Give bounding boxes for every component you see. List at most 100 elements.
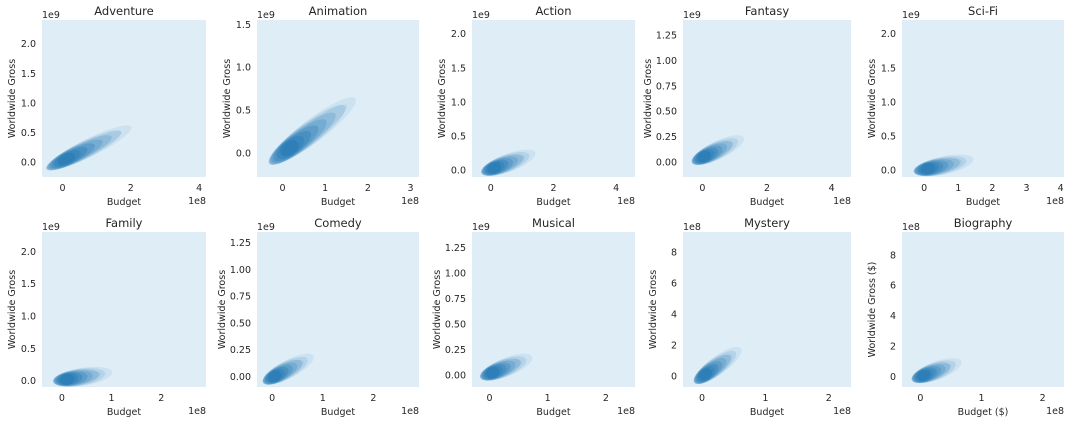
y-tick-label: 0.0 — [881, 166, 896, 177]
y-tick-label: 2.0 — [21, 39, 36, 50]
kde-contour — [913, 367, 938, 383]
kde-density — [46, 125, 132, 171]
kde-contour — [480, 362, 511, 381]
y-offset-label: 1e9 — [257, 222, 275, 233]
x-offset-label: 1e8 — [188, 406, 206, 417]
x-offset-label: 1e8 — [1046, 196, 1064, 207]
x-tick-label: 2 — [989, 183, 995, 194]
plot-area — [42, 20, 206, 177]
x-axis-label: Budget — [966, 197, 1000, 208]
panel-title: Comedy — [314, 216, 362, 230]
kde-density — [268, 97, 357, 165]
panel-title: Adventure — [94, 4, 153, 18]
kde-contour — [482, 364, 507, 380]
x-tick-label: 1 — [955, 183, 961, 194]
kde-contour — [269, 119, 327, 165]
kde-contour — [57, 152, 76, 166]
kde-tail-contour — [483, 358, 522, 379]
kde-contour — [918, 162, 939, 175]
panel-title: Musical — [532, 216, 575, 230]
y-axis-label: Worldwide Gross ($) — [867, 262, 878, 358]
y-offset-label: 1e9 — [42, 222, 60, 233]
kde-contour — [268, 105, 346, 165]
y-offset-label: 1e9 — [257, 10, 275, 21]
y-tick-label: 0.75 — [445, 294, 466, 305]
y-axis-label: Worldwide Gross — [867, 59, 878, 138]
x-tick-label: 2 — [128, 183, 134, 194]
kde-contour — [54, 371, 88, 386]
plot-area — [472, 232, 635, 387]
kde-contour — [480, 356, 527, 381]
kde-contour — [913, 156, 967, 177]
x-axis-label: Budget — [107, 407, 141, 418]
kde-contour — [698, 368, 712, 381]
y-tick-label: 1.5 — [881, 63, 896, 74]
kde-tail-contour — [265, 359, 304, 383]
kde-contour — [697, 366, 715, 382]
kde-density — [913, 154, 974, 177]
y-tick-label: 1.00 — [656, 56, 677, 67]
kde-contour — [697, 150, 712, 163]
y-tick-label: 0.50 — [656, 107, 677, 118]
panel-mystery: Mystery 0 1 2 0 2 4 6 8 Budget Worldwide Gross 1e8 1… — [648, 216, 851, 418]
y-axis-label: Worldwide Gross — [432, 270, 443, 349]
kde-contour — [693, 358, 727, 384]
kde-contour — [46, 125, 132, 171]
plot-area — [472, 20, 635, 177]
kde-contour — [480, 360, 516, 381]
x-tick-label: 0 — [699, 393, 705, 404]
kde-contour — [695, 149, 715, 164]
y-tick-label: 1.5 — [451, 63, 466, 74]
kde-contour — [911, 360, 956, 384]
y-axis-label: Worldwide Gross — [222, 59, 233, 138]
x-tick-label: 2 — [603, 393, 609, 404]
kde-density — [52, 366, 113, 387]
kde-contour — [911, 362, 951, 384]
y-tick-label: 6 — [890, 281, 896, 292]
kde-contour — [914, 154, 974, 177]
y-tick-label: 8 — [671, 248, 677, 259]
kde-contour — [691, 140, 733, 165]
kde-contour — [483, 159, 509, 175]
kde-contour — [911, 364, 946, 384]
kde-contour — [46, 135, 112, 171]
y-tick-label: 0.0 — [21, 376, 36, 387]
kde-contour — [912, 358, 962, 384]
kde-contour — [481, 154, 524, 176]
x-offset-label: 1e8 — [401, 196, 419, 207]
panel-action: Action 0 2 4 0.0 0.5 1.0 1.5 2.0 Budget Worldwide … — [437, 4, 635, 208]
kde-contour — [263, 353, 314, 385]
x-tick-label: 0 — [486, 393, 492, 404]
y-tick-label: 1.0 — [21, 311, 36, 322]
y-tick-label: 1.00 — [230, 265, 251, 276]
kde-contour — [692, 145, 723, 165]
x-axis-label: Budget — [750, 197, 784, 208]
x-axis-label: Budget — [536, 197, 570, 208]
kde-density — [693, 346, 742, 385]
kde-contour — [262, 356, 308, 385]
kde-contour — [268, 370, 282, 383]
plot-area — [257, 232, 419, 387]
kde-contour — [481, 149, 536, 176]
x-tick-label: 1 — [322, 183, 328, 194]
kde-tail-contour — [918, 158, 963, 174]
kde-tail-contour — [914, 363, 952, 382]
kde-contour — [482, 158, 514, 176]
panel-sci-fi: Sci-Fi 0 1 2 3 4 0.0 0.5 1.0 1.5 2.0 Budget Worldwid… — [867, 4, 1064, 208]
x-axis-label: Budget — [536, 407, 570, 418]
y-tick-label: 1.5 — [21, 279, 36, 290]
y-tick-label: 0.5 — [236, 106, 251, 117]
y-tick-label: 0.0 — [21, 158, 36, 169]
kde-contour — [52, 369, 99, 387]
x-tick-label: 1 — [320, 393, 326, 404]
kde-contour — [913, 157, 960, 177]
x-tick-label: 0 — [921, 183, 927, 194]
kde-contour — [912, 365, 942, 383]
x-offset-label: 1e8 — [617, 196, 635, 207]
y-tick-label: 0 — [890, 372, 896, 383]
panel-title: Fantasy — [745, 4, 789, 18]
kde-contour — [264, 366, 289, 384]
x-tick-label: 2 — [550, 183, 556, 194]
kde-contour — [694, 346, 742, 384]
y-tick-label: 1.0 — [236, 63, 251, 74]
